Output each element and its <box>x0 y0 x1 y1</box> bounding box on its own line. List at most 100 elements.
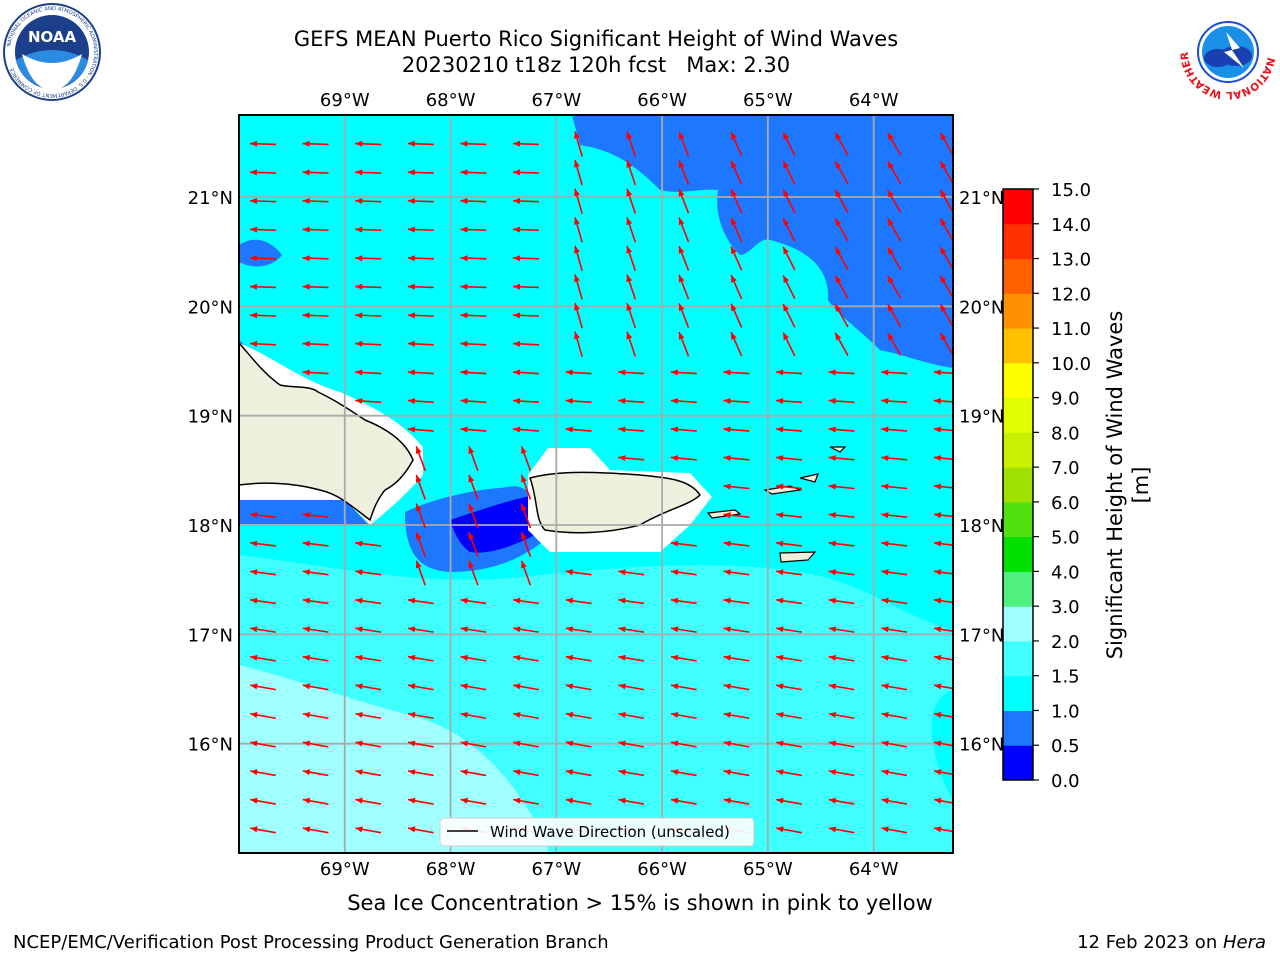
wave-direction-arrowhead <box>678 274 685 283</box>
wave-direction-arrowhead <box>776 654 784 661</box>
wave-direction-arrowhead <box>881 455 889 462</box>
wave-direction-arrowhead <box>678 303 685 312</box>
wave-direction-arrowhead <box>670 540 679 547</box>
wave-direction-arrowhead <box>355 569 363 576</box>
colorbar-tick-label: 14.0 <box>1051 215 1091 236</box>
lon-label-top: 68°W <box>426 90 476 111</box>
wave-direction-arrowhead <box>881 426 889 433</box>
map-axis-labels: 69°W 69°W 68°W 68°W 67°W 67°W 66°W 66°W 65°W 65°W… <box>188 90 1005 880</box>
wave-direction-arrowhead <box>513 797 521 804</box>
wave-direction-arrowhead <box>302 826 311 833</box>
footer-host: Hera <box>1222 932 1266 953</box>
wave-direction-arrowhead <box>887 275 894 284</box>
wave-direction-arrowhead <box>460 426 468 433</box>
wave-direction-arrowhead <box>828 654 837 661</box>
wave-direction-arrowhead <box>250 340 258 347</box>
wave-direction-arrowhead <box>618 769 626 776</box>
wave-field-2-3 <box>239 665 550 853</box>
wave-direction-arrowhead <box>783 246 790 255</box>
wave-direction-arrowhead <box>460 197 468 204</box>
wave-direction-arrowhead <box>407 797 416 804</box>
colorbar-tick-label: 0.0 <box>1051 771 1080 792</box>
wave-direction-arrowhead <box>618 426 626 433</box>
wave-direction-arrowhead <box>565 626 574 633</box>
wave-direction-arrowhead <box>881 483 889 490</box>
wave-direction-arrowhead <box>933 540 942 547</box>
wave-direction-arrowhead <box>933 826 942 833</box>
wave-direction-arrowhead <box>574 188 580 197</box>
wave-direction-arrowhead <box>933 769 942 776</box>
wave-direction-arrowhead <box>565 569 574 576</box>
wave-direction-arrowhead <box>828 540 837 547</box>
wave-direction-arrowhead <box>881 654 889 661</box>
wave-direction-arrowhead <box>460 226 468 233</box>
wave-direction-arrowhead <box>250 826 258 833</box>
wave-direction-arrowhead <box>513 626 521 633</box>
wave-direction-arrowhead <box>618 654 626 661</box>
wave-direction-arrowhead <box>776 540 784 547</box>
wave-direction-arrow <box>250 857 276 862</box>
wave-direction-arrowhead <box>355 626 363 633</box>
virgin-island-tortola <box>799 473 819 483</box>
colorbar-tick-label: 10.0 <box>1051 354 1091 375</box>
lat-label-left: 17°N <box>188 625 233 646</box>
lat-label-left: 18°N <box>188 516 233 537</box>
wave-direction-arrowhead <box>415 503 422 512</box>
wind-wave-arrows <box>249 131 953 862</box>
wave-direction-arrowhead <box>670 369 678 376</box>
wave-direction-arrowhead <box>828 397 836 404</box>
wave-direction-arrowhead <box>355 369 363 376</box>
colorbar-tick-label: 8.0 <box>1051 423 1080 444</box>
wave-direction-arrowhead <box>407 226 415 233</box>
map-gridlines <box>239 115 953 853</box>
wave-direction-arrowhead <box>513 683 521 690</box>
wave-direction-arrowhead <box>302 540 311 547</box>
wave-direction-arrowhead <box>250 140 258 147</box>
wave-direction-arrowhead <box>513 312 521 319</box>
wave-direction-arrowhead <box>302 769 311 776</box>
wave-direction-arrowhead <box>460 312 468 319</box>
wave-direction-arrowhead <box>521 532 527 540</box>
wave-direction-arrowhead <box>828 769 837 776</box>
wave-direction-arrowhead <box>783 332 790 341</box>
wave-direction-arrowhead <box>407 626 416 633</box>
wave-direction-arrowhead <box>521 560 527 569</box>
wave-direction-arrowhead <box>574 131 580 140</box>
wave-direction-arrowhead <box>723 597 731 604</box>
wave-direction-arrowhead <box>731 160 737 169</box>
wave-direction-arrowhead <box>513 255 521 262</box>
wave-direction-arrowhead <box>881 369 889 376</box>
wave-direction-arrowhead <box>355 826 363 833</box>
virgin-island-anegada <box>829 446 847 453</box>
wave-direction-arrowhead <box>835 189 842 198</box>
lat-label-left: 21°N <box>188 188 233 209</box>
wave-direction-arrowhead <box>460 397 468 404</box>
wave-direction-arrowhead <box>783 303 790 312</box>
wave-direction-arrowhead <box>783 160 790 169</box>
wave-direction-arrowhead <box>460 369 468 376</box>
lon-label-bottom: 69°W <box>320 859 370 880</box>
wave-direction-arrowhead <box>626 274 633 283</box>
wave-direction-arrowhead <box>408 855 415 861</box>
wave-direction-arrowhead <box>783 218 790 226</box>
wave-direction-arrowhead <box>835 275 842 284</box>
wave-direction-arrowhead <box>513 397 521 404</box>
wave-direction-arrowhead <box>407 683 416 690</box>
wave-direction-arrowhead <box>574 217 580 225</box>
wave-direction-arrowhead <box>460 654 468 661</box>
colorbar-tick-label: 4.0 <box>1051 562 1080 583</box>
wave-direction-arrowhead <box>618 797 626 804</box>
wave-direction-arrowhead <box>565 654 574 661</box>
wave-direction-arrowhead <box>460 255 468 262</box>
map-frame <box>238 114 954 854</box>
colorbar-swatch <box>1003 571 1033 607</box>
colorbar-swatch <box>1003 362 1033 399</box>
wave-direction-arrowhead <box>776 597 784 604</box>
wave-direction-arrowhead <box>302 169 310 176</box>
wave-direction-arrowhead <box>723 540 731 547</box>
wave-direction-arrowhead <box>933 512 942 519</box>
wave-direction-arrowhead <box>618 712 626 718</box>
wave-direction-arrowhead <box>835 332 842 341</box>
lon-label-bottom: 66°W <box>637 859 687 880</box>
